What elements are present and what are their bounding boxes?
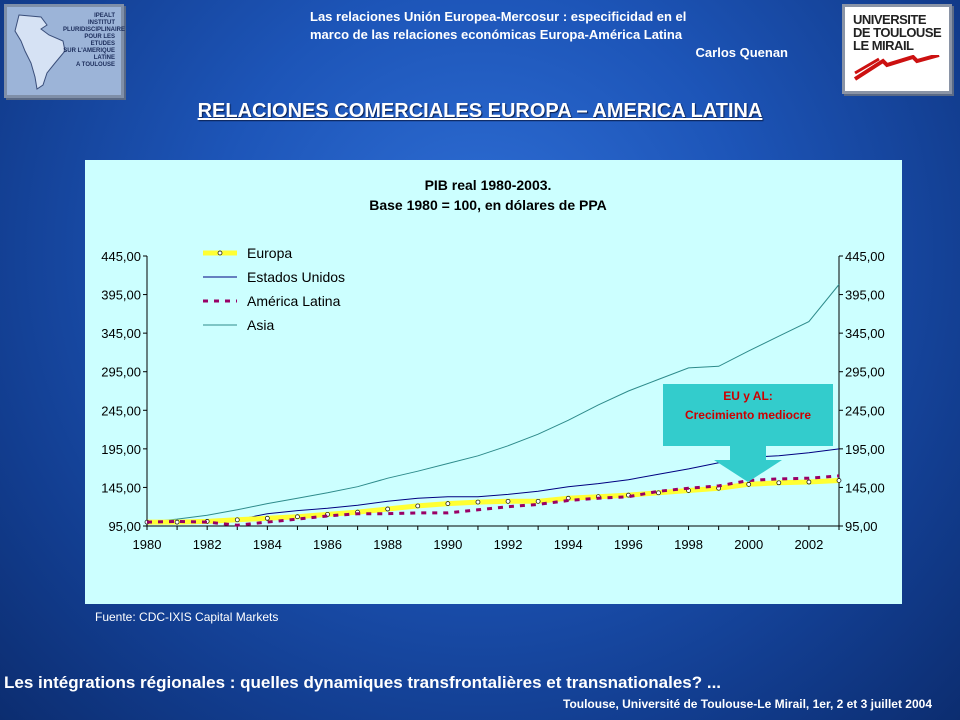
y-tick-label-left: 95,00 <box>108 519 141 534</box>
legend-label: Europa <box>247 245 292 261</box>
chart-panel: 95,00 95,00 145,00 145,00 195,00 195,00 245,00… <box>85 160 902 604</box>
universite-logo-text: UNIVERSITE DE TOULOUSE LE MIRAIL <box>853 12 942 53</box>
europa-point <box>836 478 842 483</box>
chart-axes: 95,00 95,00 145,00 145,00 195,00 195,00 245,00… <box>101 249 885 552</box>
y-tick-label-right: 95,00 <box>845 519 878 534</box>
europa-point <box>776 480 782 486</box>
latin-america-map-icon <box>14 14 66 90</box>
europa-point <box>746 481 752 487</box>
y-tick-label-left: 445,00 <box>101 249 141 264</box>
europa-point <box>295 514 300 520</box>
europa-point <box>535 498 541 504</box>
x-tick-label: 1990 <box>433 537 462 552</box>
x-tick-label: 1996 <box>614 537 643 552</box>
header-author: Carlos Quenan <box>695 45 788 60</box>
europa-point <box>234 517 240 523</box>
annotation-arrow-icon <box>714 446 782 482</box>
universite-toulouse-logo: UNIVERSITE DE TOULOUSE LE MIRAIL <box>842 4 952 94</box>
europa-point <box>505 498 511 504</box>
y-tick-label-left: 295,00 <box>101 365 141 380</box>
europa-point <box>385 506 391 512</box>
chart-series <box>144 284 842 527</box>
europa-point <box>445 501 451 506</box>
x-tick-label: 1982 <box>193 537 222 552</box>
y-tick-label-left: 245,00 <box>101 403 141 418</box>
y-tick-label-right: 345,00 <box>845 326 885 341</box>
ipealt-logo: IPEALT INSTITUT PLURIDISCIPLINAIRE POUR … <box>4 4 126 98</box>
y-tick-label-right: 295,00 <box>845 365 885 380</box>
legend-label: Estados Unidos <box>247 269 345 285</box>
x-tick-label: 1988 <box>373 537 402 552</box>
chart-title: PIB real 1980-2003. <box>425 177 552 193</box>
series-asia <box>146 284 840 523</box>
chart-annotation: EU y AL: Crecimiento mediocre <box>663 384 833 482</box>
header-line-1: Las relaciones Unión Europea-Mercosur : … <box>310 9 687 24</box>
y-tick-label-left: 345,00 <box>101 326 141 341</box>
red-stripes-icon <box>853 55 940 81</box>
slide-title: RELACIONES COMERCIALES EUROPA – AMERICA … <box>197 100 763 122</box>
europa-point <box>656 490 661 496</box>
legend-label: América Latina <box>247 293 341 309</box>
y-tick-label-left: 395,00 <box>101 288 141 303</box>
europa-point <box>174 519 180 525</box>
legend-label: Asia <box>247 317 274 333</box>
x-tick-label: 1998 <box>674 537 703 552</box>
chart-subtitle: Base 1980 = 100, en dólares de PPA <box>369 197 607 213</box>
y-tick-label-right: 245,00 <box>845 403 885 418</box>
y-tick-label-right: 395,00 <box>845 288 885 303</box>
x-tick-label: 1994 <box>554 537 583 552</box>
annotation-box <box>663 384 833 446</box>
x-tick-label: 1980 <box>133 537 162 552</box>
europa-point <box>264 515 270 521</box>
europa-point <box>415 503 421 509</box>
x-tick-label: 1992 <box>494 537 523 552</box>
europa-point <box>806 479 812 485</box>
y-tick-label-left: 145,00 <box>101 480 141 495</box>
y-tick-label-right: 445,00 <box>845 249 885 264</box>
x-tick-label: 1984 <box>253 537 282 552</box>
header-line-2: marco de las relaciones económicas Europ… <box>310 27 683 42</box>
legend-marker <box>217 250 223 256</box>
presentation-header: Las relaciones Unión Europea-Mercosur : … <box>310 8 790 62</box>
ipealt-logo-text: IPEALT INSTITUT PLURIDISCIPLINAIRE POUR … <box>63 13 126 68</box>
y-tick-label-right: 195,00 <box>845 442 885 457</box>
footer-location-date: Toulouse, Université de Toulouse-Le Mira… <box>563 697 932 711</box>
chart-source: Fuente: CDC-IXIS Capital Markets <box>95 610 279 624</box>
gdp-line-chart: 95,00 95,00 145,00 145,00 195,00 195,00 245,00… <box>101 177 885 552</box>
annotation-line-2: Crecimiento mediocre <box>685 408 811 422</box>
y-tick-label-right: 145,00 <box>845 480 885 495</box>
x-tick-label: 1986 <box>313 537 342 552</box>
x-tick-label: 2000 <box>734 537 763 552</box>
annotation-line-1: EU y AL: <box>723 389 773 403</box>
footer-conference-title: Les intégrations régionales : quelles dy… <box>4 673 722 692</box>
europa-point <box>475 499 481 505</box>
y-tick-label-left: 195,00 <box>101 442 141 457</box>
series-europa <box>147 478 840 525</box>
chart-legend: Europa Estados Unidos América Latina Asia <box>203 245 345 333</box>
x-tick-label: 2002 <box>794 537 823 552</box>
